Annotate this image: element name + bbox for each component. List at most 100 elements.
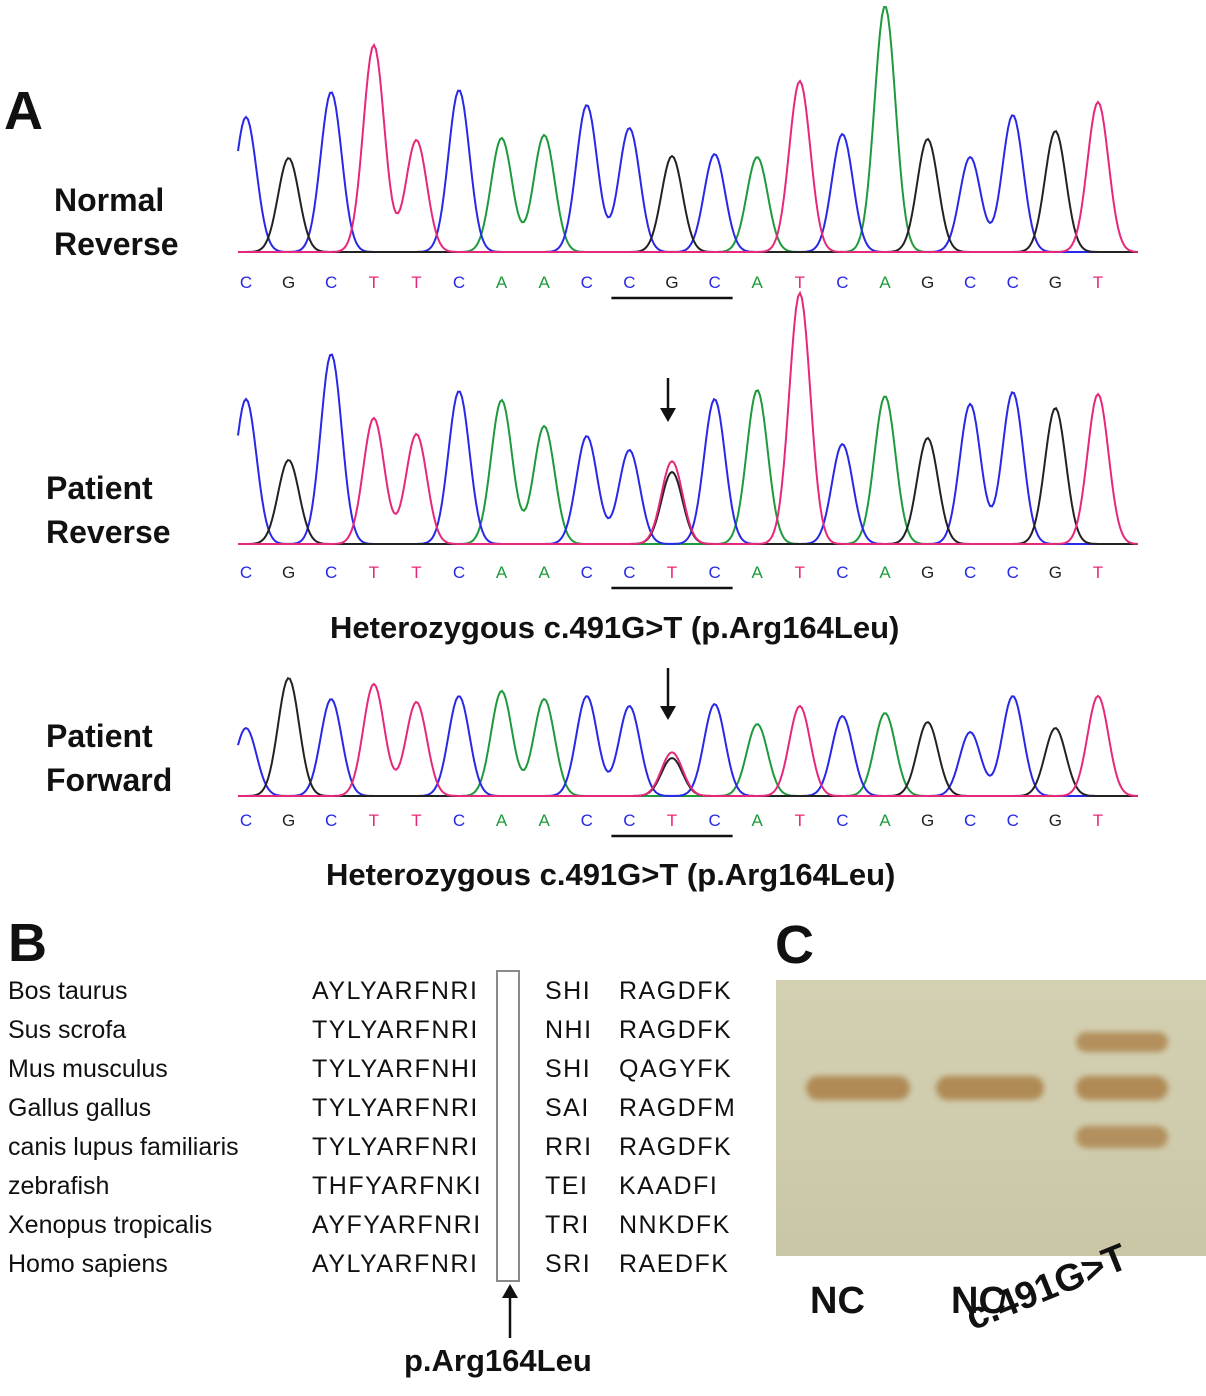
lane-label-nc-2: NC: [951, 1280, 1006, 1322]
panel-c-letter: C: [775, 915, 814, 975]
seq-part-2: SHI: [545, 977, 592, 1005]
base-call-letter: A: [539, 563, 551, 582]
species-name: Mus musculus: [8, 1055, 168, 1083]
residue-arrow-label: p.Arg164Leu: [404, 1343, 592, 1378]
seq-part-1: TYLYARFNHI: [312, 1055, 479, 1083]
species-name: canis lupus familiaris: [8, 1133, 239, 1161]
base-call-letter: T: [369, 273, 379, 292]
base-call-letter: C: [581, 273, 593, 292]
base-call-letter: C: [325, 273, 337, 292]
base-call-letter: G: [921, 563, 934, 582]
base-call-letter: C: [623, 811, 635, 830]
base-call-letter: G: [282, 811, 295, 830]
base-call-letter: C: [453, 273, 465, 292]
base-call-letter: C: [581, 811, 593, 830]
seq-part-2: SHI: [545, 1055, 592, 1083]
trace-channel-g: [238, 129, 1138, 253]
base-call-letter: C: [708, 811, 720, 830]
base-call-letter: A: [879, 273, 891, 292]
base-call-letter: T: [369, 811, 379, 830]
base-call-letter: C: [1007, 273, 1019, 292]
seq-part-3: NNKDFK: [619, 1211, 731, 1239]
base-call-letter: C: [836, 563, 848, 582]
base-call-letter: C: [240, 273, 252, 292]
seq-part-2: NHI: [545, 1016, 593, 1044]
base-call-letter: C: [240, 811, 252, 830]
gel-image: [776, 980, 1206, 1256]
trace-channel-g: [238, 406, 1138, 545]
base-call-letter: C: [708, 563, 720, 582]
patient-forward-label: Patient Forward: [46, 718, 173, 798]
base-call-letter: G: [921, 811, 934, 830]
base-call-letter: C: [581, 563, 593, 582]
trace-channel-t: [238, 290, 1139, 545]
base-call-letter: C: [836, 811, 848, 830]
trace-channel-t: [238, 682, 1138, 797]
seq-part-3: QAGYFK: [619, 1055, 733, 1083]
gel-band-mutant-lower: [1076, 1126, 1168, 1148]
base-call-letter: C: [240, 563, 252, 582]
base-call-letter: G: [1049, 811, 1062, 830]
base-call-letter: C: [964, 563, 976, 582]
base-call-letter: A: [752, 811, 764, 830]
alignment-row: TYLYARFNRI RRI RAGDFK: [312, 1128, 736, 1167]
base-call-letter: A: [539, 273, 551, 292]
panel-b-letter: B: [8, 913, 47, 973]
species-name: Bos taurus: [8, 977, 128, 1005]
base-call-letter: C: [453, 563, 465, 582]
base-call-letter: T: [667, 563, 677, 582]
seq-part-1: TYLYARFNRI: [312, 1133, 479, 1161]
base-call-letter: A: [539, 811, 551, 830]
gel-band-mutant-upper: [1076, 1032, 1168, 1052]
patient-forward-mutation-caption: Heterozygous c.491G>T (p.Arg164Leu): [326, 857, 896, 892]
seq-part-2: TEI: [545, 1172, 589, 1200]
base-call-letter: C: [1007, 563, 1019, 582]
base-call-letter: T: [411, 811, 421, 830]
seq-part-1: TYLYARFNRI: [312, 1094, 479, 1122]
base-call-letter: C: [964, 273, 976, 292]
seq-part-3: RAEDFK: [619, 1250, 730, 1278]
seq-part-1: THFYARFNKI: [312, 1172, 483, 1200]
alignment-row: TYLYARFNRI NHI RAGDFK: [312, 1011, 736, 1050]
base-call-letter: G: [665, 273, 678, 292]
seq-part-1: AYFYARFNRI: [312, 1211, 482, 1239]
base-call-letter: C: [1007, 811, 1019, 830]
seq-part-2: SAI: [545, 1094, 590, 1122]
chromatogram-traces: C G C T T C A A C C G C A T C A G C C G T C G C T T C A A C C T C A T C A G C C…: [237, 6, 1139, 838]
base-call-letter: T: [795, 563, 805, 582]
mutation-arrow-head: [660, 408, 676, 422]
alignment-row: TYLYARFNRI SAI RAGDFM: [312, 1089, 736, 1128]
base-call-letter: C: [708, 273, 720, 292]
seq-part-2: TRI: [545, 1211, 590, 1239]
seq-part-3: KAADFI: [619, 1172, 719, 1200]
seq-part-1: AYLYARFNRI: [312, 1250, 479, 1278]
base-call-letter: A: [879, 563, 891, 582]
alignment-row: THFYARFNKI TEI KAADFI: [312, 1167, 736, 1206]
alignment-block: AYLYARFNRI SHI RAGDFK TYLYARFNRI NHI RAGDFK …: [312, 972, 736, 1284]
seq-part-2: RRI: [545, 1133, 593, 1161]
mutation-arrow-head: [660, 706, 676, 720]
base-call-letter: T: [795, 811, 805, 830]
seq-part-2: SRI: [545, 1250, 592, 1278]
lane-label-nc-1: NC: [810, 1280, 865, 1322]
base-call-letter: C: [836, 273, 848, 292]
base-call-letter: C: [453, 811, 465, 830]
species-name: zebrafish: [8, 1172, 110, 1200]
normal-reverse-label: Normal Reverse: [54, 182, 179, 262]
base-call-letter: A: [752, 273, 764, 292]
alignment-row: TYLYARFNHI SHI QAGYFK: [312, 1050, 736, 1089]
patient-reverse-mutation-caption: Heterozygous c.491G>T (p.Arg164Leu): [330, 610, 900, 645]
gel-band-mutant-middle: [1076, 1076, 1168, 1100]
gel-band-nc2: [936, 1076, 1044, 1100]
residue-arrow-head: [502, 1284, 518, 1298]
gel-band-nc1: [806, 1076, 910, 1100]
base-call-letter: A: [496, 273, 508, 292]
residue-arrow: [502, 1284, 518, 1338]
base-call-letter: C: [325, 563, 337, 582]
panel-a-letter: A: [4, 81, 43, 141]
seq-part-3: RAGDFK: [619, 977, 733, 1005]
base-call-letter: T: [795, 273, 805, 292]
base-call-letter: G: [282, 273, 295, 292]
